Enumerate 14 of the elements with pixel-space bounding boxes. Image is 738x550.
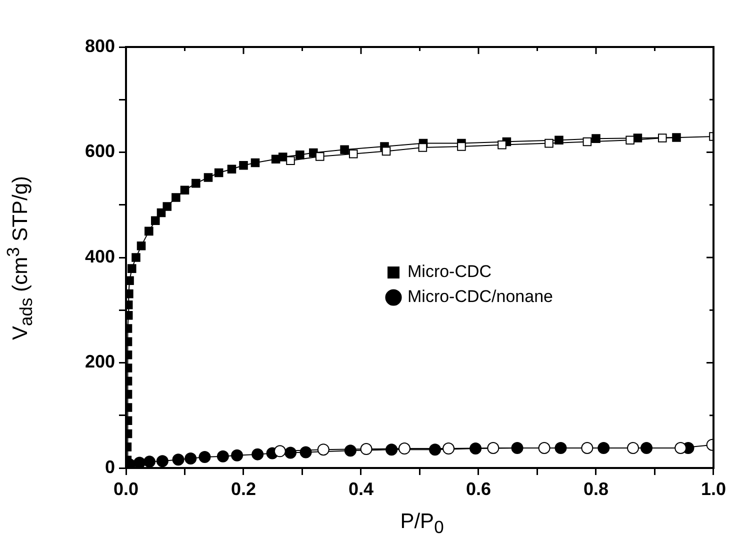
x-axis-title: P/P$_{0}$	[400, 510, 444, 538]
y-tick-label: 600	[84, 141, 115, 162]
x-tick-label: 0.8	[583, 478, 609, 499]
x-tick-label: 1.0	[700, 478, 726, 499]
y-tick-label: 0	[104, 456, 115, 477]
x-tick-label: 0.2	[230, 478, 256, 499]
y-tick-label: 200	[84, 352, 115, 372]
x-tick-label: 0.0	[113, 478, 139, 499]
legend-label: Micro-CDC/nonane	[408, 287, 553, 306]
legend-label: Micro-CDC	[408, 262, 492, 282]
x-tick-label: 0.4	[348, 478, 374, 499]
y-tick-label: 800	[84, 36, 115, 56]
y-tick-label: 400	[84, 246, 115, 266]
x-tick-label: 0.6	[466, 478, 492, 499]
